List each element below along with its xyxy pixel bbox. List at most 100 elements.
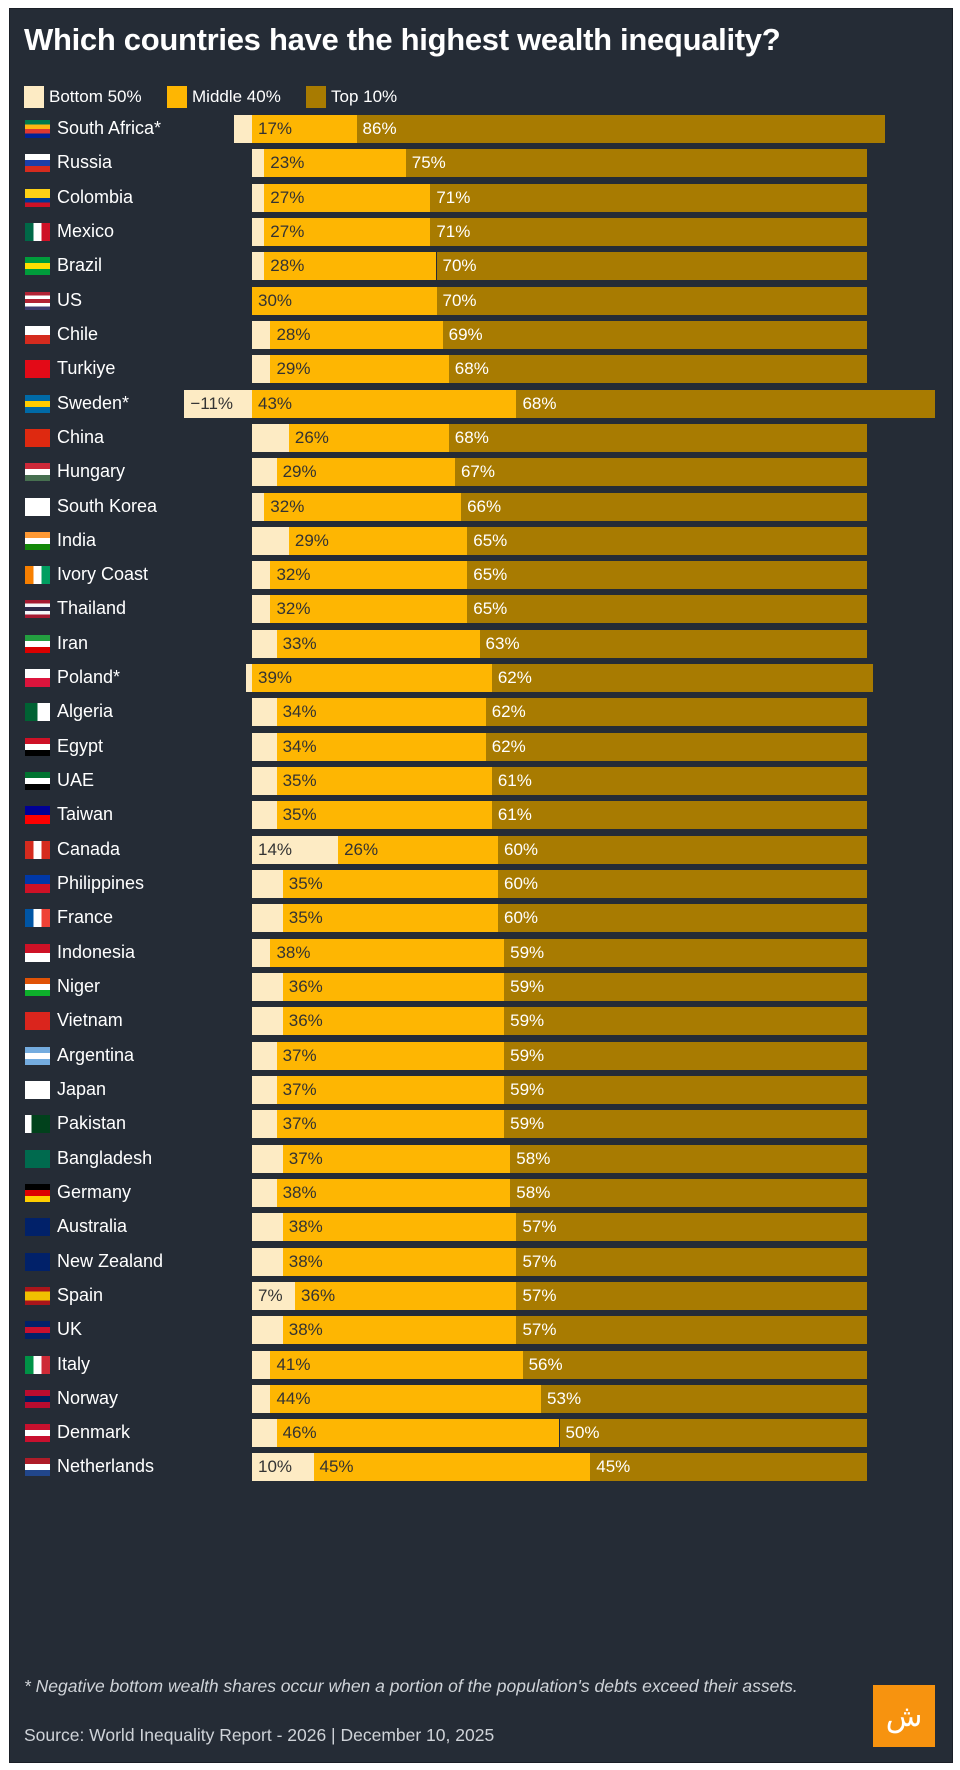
flag-icon: [25, 1355, 50, 1374]
middle-segment: 45%: [313, 1453, 591, 1482]
bottom-segment: [252, 595, 271, 624]
middle-segment: 38%: [270, 938, 505, 967]
bar-row: Colombia 27% 71%: [0, 181, 960, 215]
middle-segment: 46%: [276, 1419, 560, 1448]
country-label: South Korea: [57, 495, 158, 516]
country-label: Italy: [57, 1353, 91, 1374]
bottom-segment: [252, 973, 283, 1001]
bar-row: Hungary 29% 67%: [0, 455, 960, 489]
flag-icon: [25, 806, 50, 825]
top-segment: 69%: [442, 320, 867, 349]
top-segment: 59%: [504, 1041, 867, 1070]
bar-row: Australia 38% 57%: [0, 1210, 960, 1244]
bottom-segment: [252, 1144, 283, 1173]
bar-row: Japan 37% 59%: [0, 1073, 960, 1107]
bottom-segment: [252, 1041, 277, 1070]
top-segment: 53%: [541, 1384, 867, 1413]
bottom-segment: [252, 1110, 277, 1139]
bottom-segment: [252, 320, 271, 349]
bottom-segment: [252, 526, 289, 555]
top-segment: 58%: [510, 1144, 867, 1173]
bar-row: Netherlands 10% 45% 45%: [0, 1450, 960, 1484]
top-segment: 60%: [498, 904, 867, 933]
bottom-segment: [252, 767, 277, 796]
country-label: New Zealand: [57, 1250, 164, 1271]
bar-row: Sweden* −11% 43% 68%: [0, 387, 960, 421]
top-segment: 68%: [448, 423, 867, 452]
bar-row: Vietnam 36% 59%: [0, 1004, 960, 1038]
middle-segment: 37%: [276, 1041, 505, 1070]
bottom-segment: [252, 1178, 277, 1207]
top-segment: 57%: [516, 1281, 867, 1310]
bottom-segment: [252, 561, 271, 590]
bottom-segment: [252, 217, 265, 246]
country-label: Japan: [57, 1078, 107, 1099]
flag-icon: [25, 669, 50, 688]
top-segment: 61%: [491, 767, 867, 796]
country-label: Netherlands: [57, 1456, 155, 1477]
bottom-segment: [233, 115, 252, 143]
flag-icon: [25, 978, 50, 996]
top-segment: 57%: [516, 1213, 867, 1242]
top-segment: 59%: [504, 973, 867, 1001]
top-segment: 66%: [461, 492, 867, 521]
bottom-segment: [252, 423, 289, 452]
middle-segment: 36%: [282, 973, 505, 1001]
bottom-segment: [252, 252, 265, 281]
legend-swatch: [24, 86, 44, 108]
bar-row: Taiwan 35% 61%: [0, 798, 960, 832]
country-label: Russia: [57, 152, 113, 173]
bar-row: Niger 36% 59%: [0, 970, 960, 1004]
middle-segment: 37%: [282, 1144, 511, 1173]
bottom-segment: [252, 698, 277, 727]
top-segment: 56%: [522, 1350, 867, 1379]
bar-row: Indonesia 38% 59%: [0, 936, 960, 970]
legend-bottom-50: Bottom 50%: [24, 86, 142, 108]
bottom-segment: [252, 1075, 277, 1104]
middle-segment: 26%: [338, 835, 498, 864]
bottom-segment: 10%: [252, 1453, 314, 1482]
legend-middle-40: Middle 40%: [167, 86, 281, 108]
middle-segment: 29%: [276, 458, 455, 487]
country-label: US: [57, 289, 83, 310]
country-label: China: [57, 426, 105, 447]
bottom-segment: [245, 664, 252, 693]
flag-icon: [25, 1389, 50, 1408]
bar-row: Russia 23% 75%: [0, 146, 960, 180]
bottom-segment: −11%: [184, 389, 252, 418]
bar-row: Egypt 34% 62%: [0, 730, 960, 764]
country-label: Thailand: [57, 598, 127, 619]
bottom-segment: [252, 1007, 283, 1036]
top-segment: 62%: [491, 664, 874, 693]
top-segment: 59%: [504, 938, 867, 967]
top-segment: 57%: [516, 1316, 867, 1345]
middle-segment: 38%: [276, 1178, 511, 1207]
bottom-segment: [252, 1247, 283, 1276]
top-segment: 68%: [448, 355, 867, 384]
top-segment: 58%: [510, 1178, 867, 1207]
flag-icon: [25, 1252, 50, 1271]
country-label: Ivory Coast: [57, 564, 149, 585]
middle-segment: 35%: [282, 904, 498, 933]
middle-segment: 23%: [264, 149, 406, 178]
flag-icon: [25, 600, 50, 619]
bottom-segment: [252, 1213, 283, 1242]
country-label: Hungary: [57, 461, 126, 482]
bar-row: South Korea 32% 66%: [0, 490, 960, 524]
bar-row: Turkiye 29% 68%: [0, 352, 960, 386]
top-segment: 71%: [430, 183, 867, 212]
bar-row: UK 38% 57%: [0, 1313, 960, 1347]
bar-row: Iran 33% 63%: [0, 627, 960, 661]
country-label: Niger: [57, 976, 101, 996]
bar-row: Algeria 34% 62%: [0, 695, 960, 729]
bar-row: Germany 38% 58%: [0, 1176, 960, 1210]
country-label: Canada: [57, 838, 121, 859]
middle-segment: 38%: [282, 1247, 517, 1276]
country-label: Australia: [57, 1216, 128, 1237]
flag-icon: [25, 1080, 50, 1099]
country-label: UK: [57, 1319, 83, 1340]
top-segment: 60%: [498, 870, 867, 899]
flag-icon: [25, 1012, 50, 1031]
flag-icon: [25, 120, 50, 138]
